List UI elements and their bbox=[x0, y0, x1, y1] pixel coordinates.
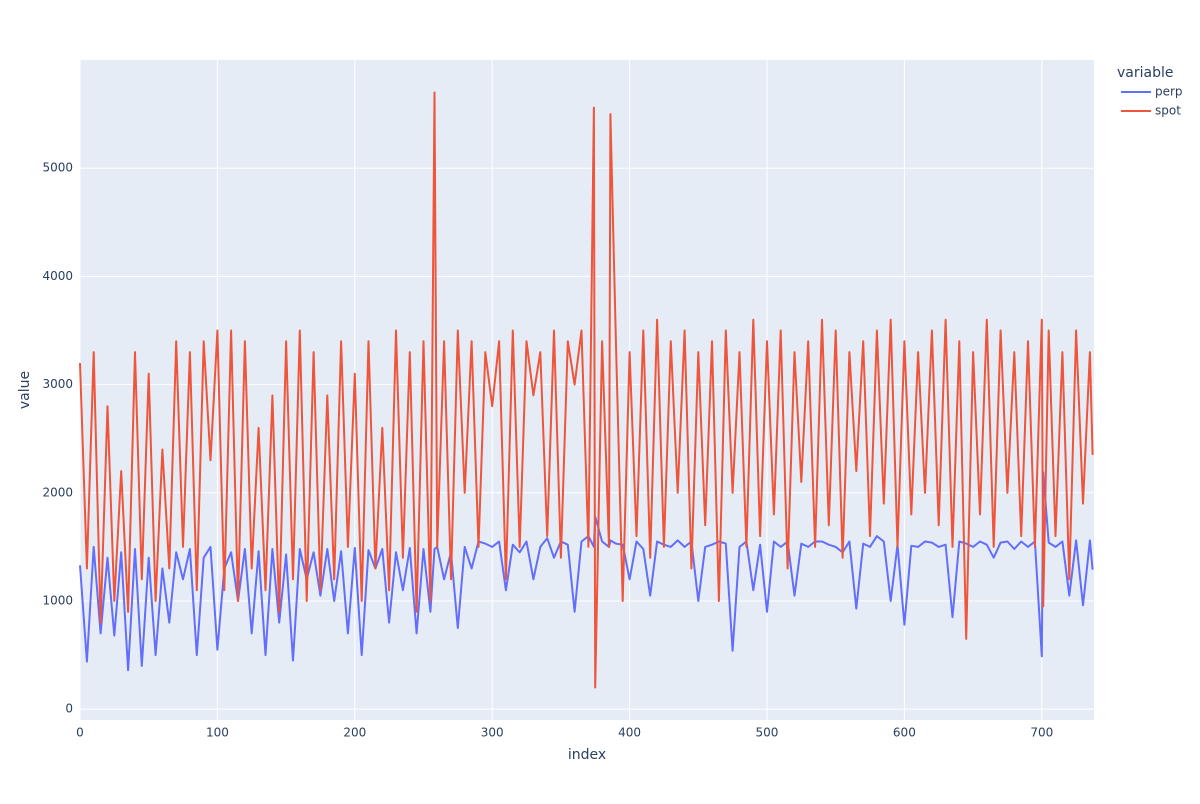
x-tick-label: 100 bbox=[206, 726, 229, 740]
y-tick-label: 2000 bbox=[42, 485, 73, 499]
y-tick-label: 1000 bbox=[42, 593, 73, 607]
x-tick-label: 600 bbox=[893, 726, 916, 740]
y-axis-title: value bbox=[17, 371, 33, 409]
line-series bbox=[79, 91, 1094, 689]
x-tick-label: 300 bbox=[481, 726, 504, 740]
x-tick-label: 400 bbox=[618, 726, 641, 740]
x-tick-label: 0 bbox=[76, 726, 84, 740]
legend-label: spot bbox=[1155, 104, 1181, 118]
legend-title: variable bbox=[1117, 65, 1173, 81]
x-tick-label: 200 bbox=[343, 726, 366, 740]
legend-label: perp bbox=[1155, 85, 1183, 99]
x-tick-label: 700 bbox=[1030, 726, 1053, 740]
y-tick-label: 3000 bbox=[42, 377, 73, 391]
x-axis-title: index bbox=[568, 747, 606, 763]
y-tick-label: 0 bbox=[65, 702, 73, 716]
y-tick-label: 4000 bbox=[42, 269, 73, 283]
x-tick-label: 500 bbox=[756, 726, 779, 740]
y-tick-label: 5000 bbox=[42, 161, 73, 175]
